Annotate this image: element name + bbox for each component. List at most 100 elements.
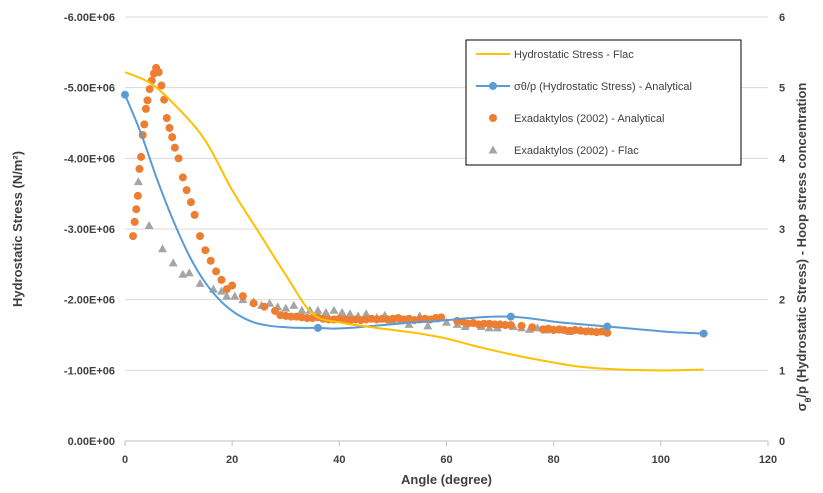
data-point-exadaktylos-analytical — [129, 232, 138, 241]
data-point-exadaktylos-flac — [222, 291, 232, 300]
x-tick-label: 0 — [122, 454, 128, 466]
legend-label: σθ/p (Hydrostatic Stress) - Analytical — [514, 81, 692, 93]
data-point-exadaktylos-analytical — [140, 120, 149, 129]
data-point-exadaktylos-flac — [337, 307, 347, 316]
legend-box — [465, 39, 742, 166]
y-right-title-rest: /p (Hydrostatic Stress) - Hoop stress co… — [794, 83, 809, 398]
data-point-exadaktylos-analytical — [212, 267, 221, 276]
data-point-exadaktylos-analytical — [178, 173, 187, 182]
y-right-title-theta: θ — [803, 397, 813, 402]
series-line-flac — [124, 71, 704, 372]
y-left-tick-label: -5.00E+06 — [64, 83, 115, 95]
x-axis-title: Angle (degree) — [401, 472, 492, 487]
x-tick-label: 80 — [548, 454, 560, 466]
x-tick-label: 120 — [759, 454, 777, 466]
data-point-exadaktylos-analytical — [506, 321, 515, 330]
data-point-exadaktylos-analytical — [260, 302, 269, 311]
y-right-tick-label: 2 — [779, 295, 785, 307]
x-tick-label: 20 — [226, 454, 238, 466]
data-point-exadaktylos-analytical — [517, 321, 526, 330]
y-right-tick-label: 3 — [779, 224, 785, 236]
data-point-exadaktylos-analytical — [143, 96, 152, 105]
data-point-exadaktylos-analytical — [238, 292, 247, 301]
data-point-exadaktylos-flac — [297, 305, 307, 314]
data-point-exadaktylos-flac — [184, 268, 194, 277]
data-point-exadaktylos-analytical — [182, 186, 191, 195]
data-point-exadaktylos-analytical — [137, 152, 146, 161]
data-point-exadaktylos-analytical — [160, 95, 169, 104]
data-point-analytical — [603, 322, 612, 331]
data-point-analytical — [121, 90, 129, 99]
y-left-tick-label: -6.00E+06 — [64, 12, 115, 24]
data-point-exadaktylos-analytical — [217, 275, 226, 284]
y-left-tick-label: 0.00E+00 — [68, 436, 115, 448]
legend: Hydrostatic Stress - Flac σθ/p (Hydrostat… — [465, 39, 742, 166]
data-point-exadaktylos-analytical — [603, 328, 612, 337]
legend-label: Exadaktylos (2002) - Flac — [514, 145, 639, 157]
data-point-exadaktylos-analytical — [228, 281, 237, 290]
label-layer: Angle (degree) Hydrostatic Stress (N/m²)… — [10, 83, 813, 487]
data-point-exadaktylos-flac — [329, 305, 339, 314]
data-point-exadaktylos-analytical — [528, 323, 537, 332]
data-point-analytical — [506, 312, 515, 321]
data-point-exadaktylos-flac — [492, 323, 502, 332]
data-point-exadaktylos-flac — [230, 291, 240, 300]
data-point-exadaktylos-analytical — [154, 68, 163, 77]
data-point-exadaktylos-flac — [289, 300, 299, 309]
data-point-exadaktylos-flac — [216, 286, 226, 295]
y-right-title-sigma: σ — [794, 402, 809, 411]
data-point-exadaktylos-analytical — [168, 133, 177, 142]
data-point-exadaktylos-flac — [423, 321, 433, 330]
data-point-exadaktylos-analytical — [196, 232, 205, 241]
x-tick-label: 40 — [333, 454, 345, 466]
data-point-exadaktylos-analytical — [206, 256, 215, 265]
y-left-tick-label: -1.00E+06 — [64, 365, 115, 377]
legend-label: Exadaktylos (2002) - Analytical — [514, 113, 664, 125]
data-point-exadaktylos-flac — [313, 305, 323, 314]
data-point-exadaktylos-flac — [133, 177, 143, 186]
data-point-exadaktylos-flac — [195, 278, 205, 287]
data-point-exadaktylos-analytical — [271, 306, 280, 315]
data-point-exadaktylos-flac — [345, 309, 355, 318]
y-left-tick-label: -2.00E+06 — [64, 295, 115, 307]
y-left-tick-label: -3.00E+06 — [64, 224, 115, 236]
data-point-exadaktylos-flac — [442, 317, 451, 326]
series-layer — [121, 63, 708, 372]
data-point-exadaktylos-analytical — [141, 104, 150, 113]
data-point-exadaktylos-analytical — [130, 217, 139, 226]
data-point-exadaktylos-flac — [144, 220, 154, 229]
data-point-exadaktylos-analytical — [132, 205, 141, 214]
data-point-exadaktylos-analytical — [201, 246, 210, 255]
y-right-tick-label: 6 — [779, 12, 785, 24]
y-right-tick-label: 4 — [779, 153, 786, 165]
data-point-exadaktylos-analytical — [249, 299, 258, 308]
data-point-exadaktylos-analytical — [186, 198, 195, 207]
data-point-exadaktylos-analytical — [133, 191, 142, 200]
data-point-exadaktylos-flac — [361, 309, 371, 318]
x-tick-label: 60 — [440, 454, 452, 466]
data-point-exadaktylos-analytical — [157, 81, 166, 90]
y-right-axis-title: σθ/p (Hydrostatic Stress) - Hoop stress … — [794, 83, 813, 412]
data-point-exadaktylos-analytical — [437, 313, 446, 322]
data-point-exadaktylos-flac — [321, 307, 331, 316]
data-point-analytical — [699, 329, 708, 338]
data-point-exadaktylos-analytical — [174, 154, 183, 163]
data-point-exadaktylos-flac — [158, 244, 168, 253]
data-point-exadaktylos-flac — [404, 319, 414, 328]
y-right-tick-label: 5 — [779, 83, 785, 95]
legend-label: Hydrostatic Stress - Flac — [514, 49, 634, 61]
data-point-exadaktylos-flac — [168, 258, 178, 267]
data-point-analytical — [313, 323, 322, 332]
y-left-tick-label: -4.00E+06 — [64, 153, 115, 165]
data-point-exadaktylos-flac — [281, 303, 291, 312]
data-point-exadaktylos-analytical — [190, 210, 199, 219]
data-point-exadaktylos-analytical — [145, 85, 154, 94]
y-right-tick-label: 0 — [779, 436, 785, 448]
y-right-tick-label: 1 — [779, 365, 785, 377]
legend-marker-swatch — [488, 145, 498, 154]
legend-marker-swatch — [489, 114, 497, 122]
legend-marker-swatch — [489, 82, 497, 90]
data-point-exadaktylos-analytical — [162, 114, 171, 123]
